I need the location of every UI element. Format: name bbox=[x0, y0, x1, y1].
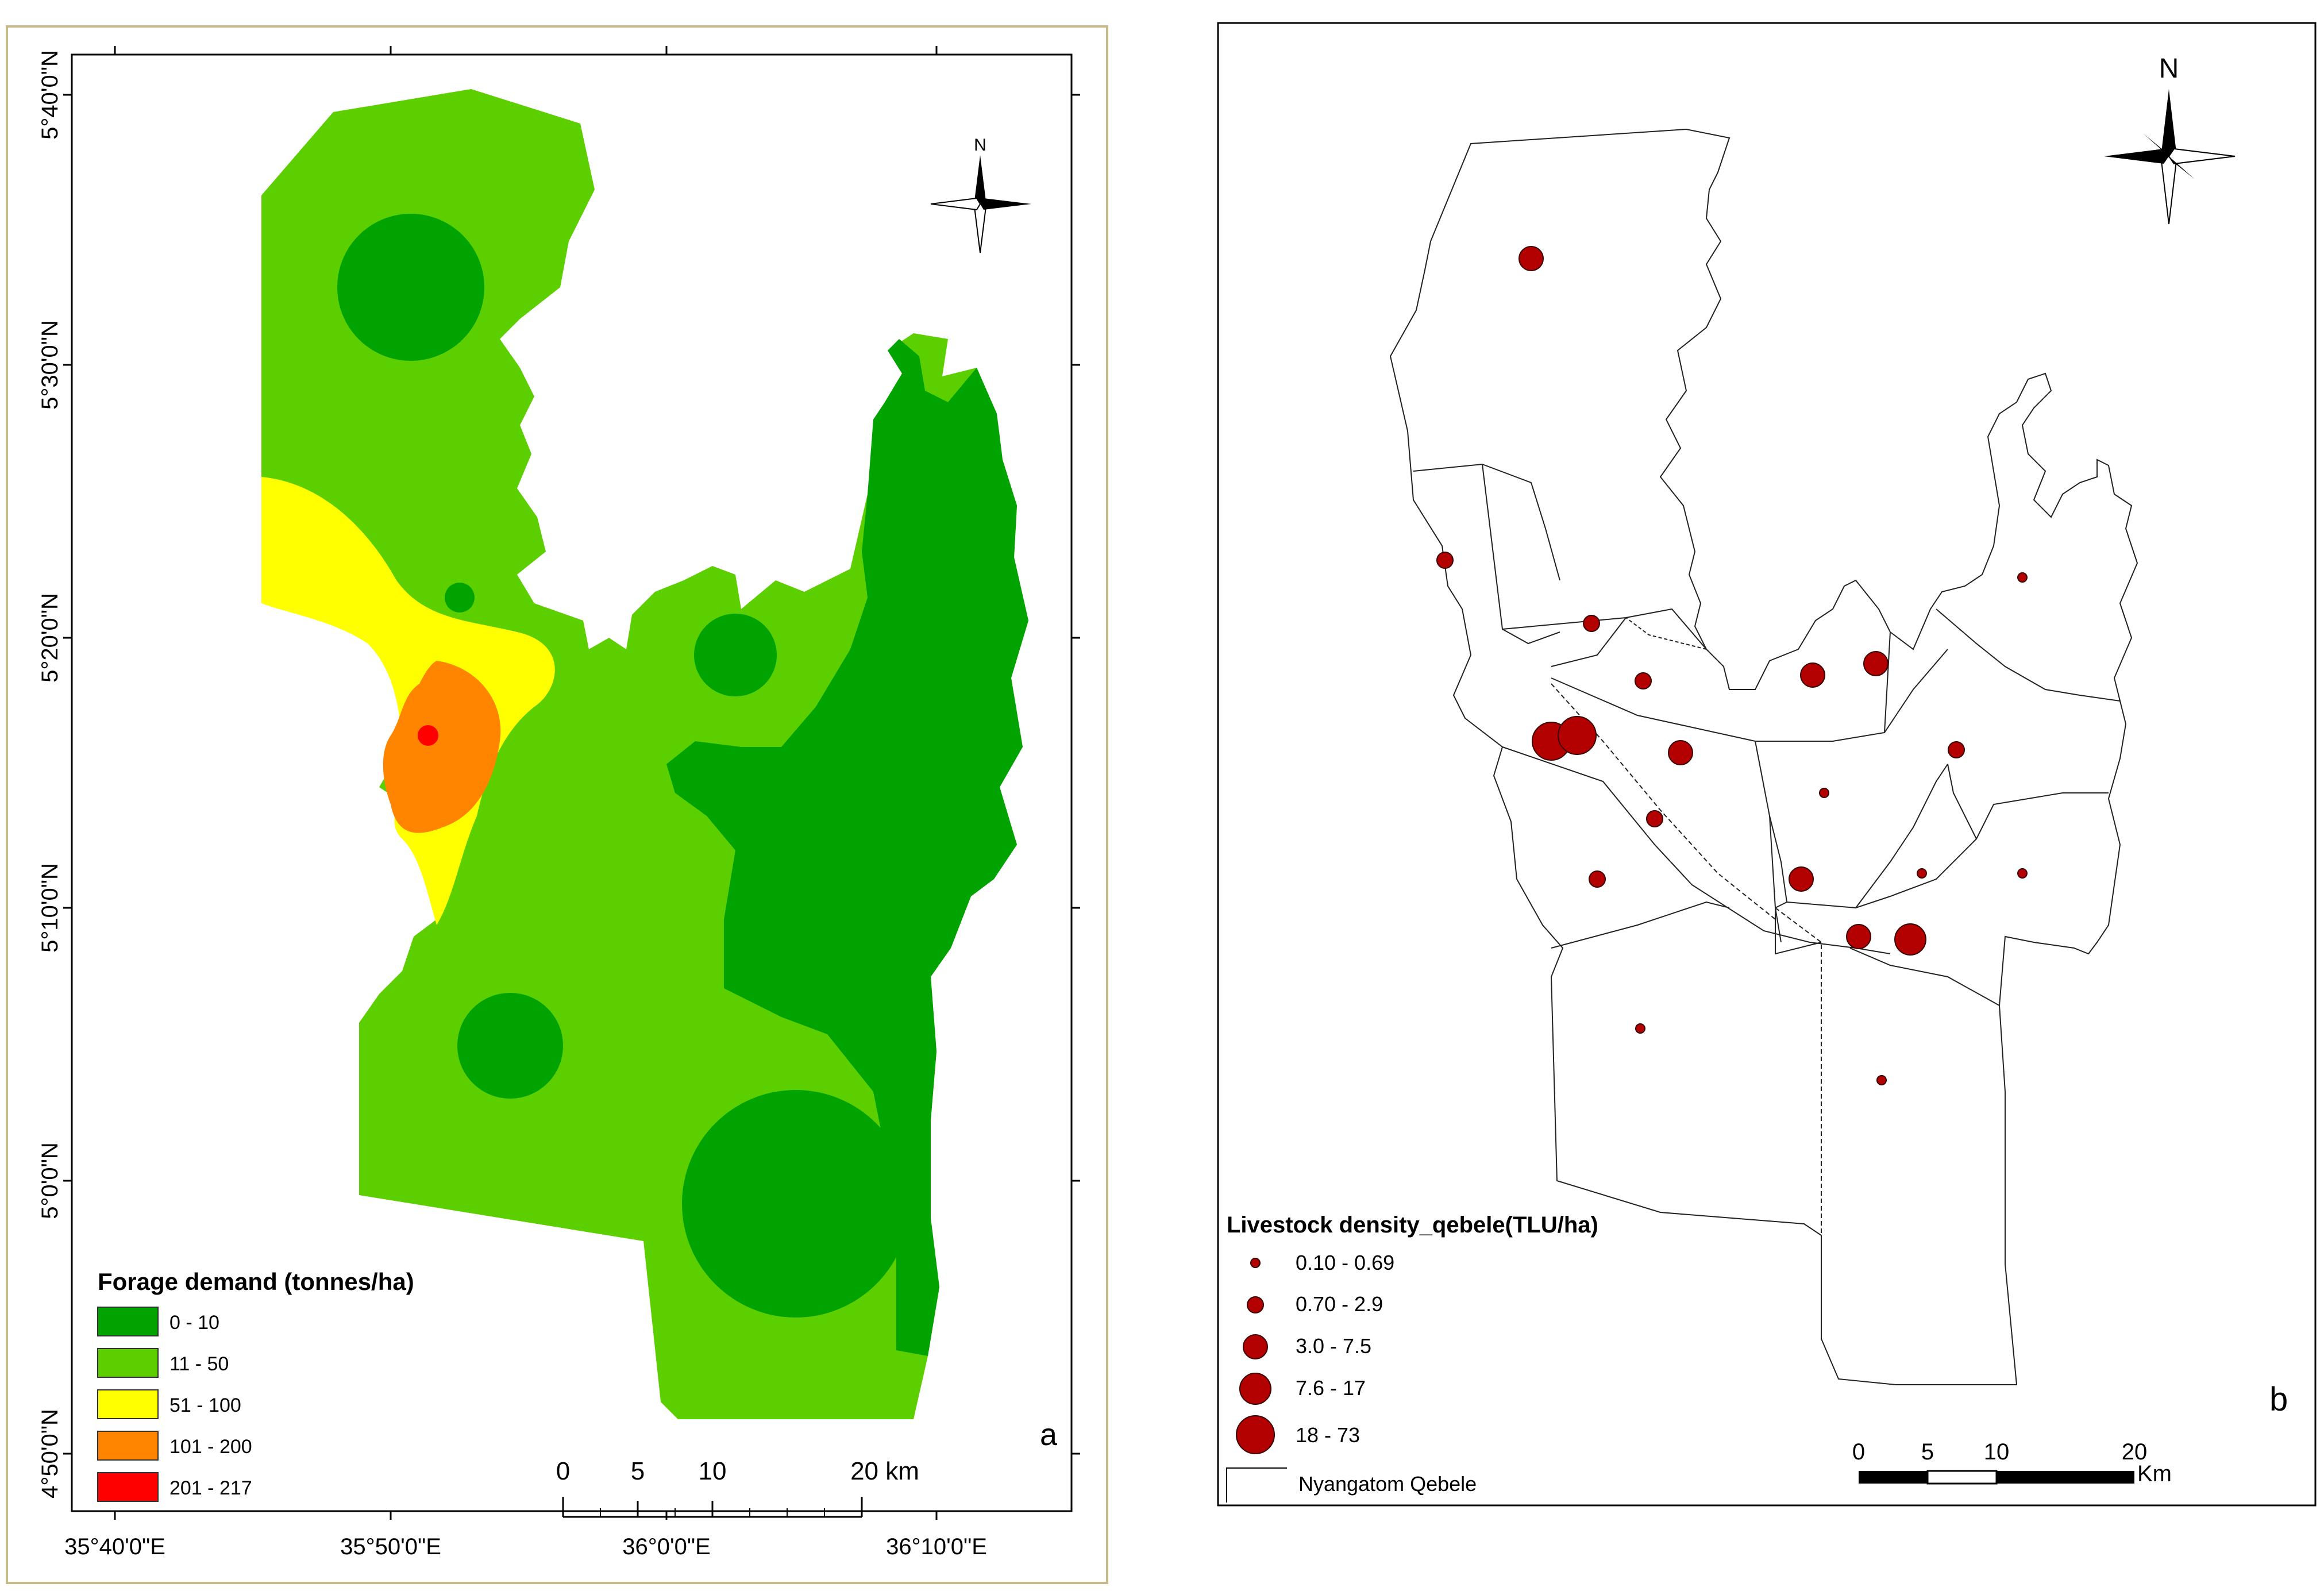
zone-0-10-east bbox=[666, 339, 1028, 1356]
scale-label: 0 bbox=[1852, 1439, 1865, 1465]
legend-label: 0.10 - 0.69 bbox=[1296, 1251, 1394, 1274]
livestock-density-map-panel: N Livestock density_qebele(TLU/ha) 0.10 … bbox=[1201, 0, 2324, 1591]
forage-demand-map: N Forage demand (tonnes/ha) 0 - 10 11 - … bbox=[6, 25, 1108, 1584]
livestock-point bbox=[2017, 868, 2028, 879]
lon-label: 36°0'0"E bbox=[622, 1534, 711, 1559]
livestock-point bbox=[2017, 572, 2028, 583]
scale-label: 20 km bbox=[850, 1457, 919, 1485]
livestock-points bbox=[1436, 246, 2028, 1085]
lon-label: 36°10'0"E bbox=[886, 1534, 987, 1559]
scale-label: 0 bbox=[556, 1457, 570, 1485]
legend-symbol bbox=[1250, 1258, 1261, 1268]
lon-label: 35°50'0"E bbox=[340, 1534, 441, 1559]
livestock-point bbox=[1635, 672, 1652, 689]
livestock-point bbox=[1589, 870, 1606, 888]
density-legend: Livestock density_qebele(TLU/ha) 0.10 - … bbox=[1226, 1212, 1598, 1503]
scale-label: 10 bbox=[1984, 1439, 2010, 1465]
legend-symbol bbox=[1239, 1373, 1271, 1405]
livestock-point bbox=[1668, 740, 1693, 765]
latitude-labels: 5°40'0"N 5°30'0"N 5°20'0"N 5°10'0"N 5°0'… bbox=[37, 50, 63, 1498]
legend-boundary-symbol bbox=[1226, 1467, 1287, 1503]
forage-demand-map-panel: N Forage demand (tonnes/ha) 0 - 10 11 - … bbox=[0, 0, 1115, 1591]
scale-label: 10 bbox=[699, 1457, 727, 1485]
livestock-point bbox=[1646, 810, 1663, 827]
north-label: N bbox=[2159, 53, 2179, 84]
legend-symbol bbox=[1247, 1296, 1264, 1313]
scale-unit: Km bbox=[2137, 1461, 2172, 1486]
livestock-density-map: N Livestock density_qebele(TLU/ha) 0.10 … bbox=[1217, 22, 2317, 1507]
legend-label: 7.6 - 17 bbox=[1296, 1376, 1366, 1400]
longitude-labels: 35°40'0"E 35°50'0"E 36°0'0"E 36°10'0"E bbox=[64, 1534, 987, 1559]
livestock-point bbox=[1789, 866, 1814, 892]
legend-label: 3.0 - 7.5 bbox=[1296, 1334, 1371, 1358]
legend-swatch-11-50 bbox=[97, 1348, 159, 1378]
scale-label: 5 bbox=[631, 1457, 645, 1485]
legend-swatch-201-217 bbox=[97, 1472, 159, 1502]
livestock-point bbox=[1635, 1023, 1645, 1034]
lat-label: 5°10'0"N bbox=[37, 863, 63, 953]
zone-0-10-southwest bbox=[457, 993, 563, 1099]
legend-title: Livestock density_qebele(TLU/ha) bbox=[1227, 1212, 1598, 1238]
north-arrow: N bbox=[930, 136, 1031, 253]
livestock-point bbox=[1863, 651, 1889, 676]
livestock-point bbox=[1583, 615, 1600, 632]
zone-0-10-north bbox=[337, 214, 484, 361]
lat-label: 5°40'0"N bbox=[37, 50, 63, 140]
livestock-point bbox=[1819, 788, 1829, 798]
north-arrow: N bbox=[2104, 53, 2236, 225]
qebele-boundaries bbox=[1389, 128, 2138, 1385]
legend-label: 0.70 - 2.9 bbox=[1296, 1292, 1383, 1316]
livestock-point bbox=[1846, 924, 1871, 949]
legend-label: 18 - 73 bbox=[1296, 1423, 1360, 1447]
zone-201-217 bbox=[418, 725, 438, 746]
legend-label: 0 - 10 bbox=[169, 1312, 219, 1334]
legend-label: 101 - 200 bbox=[169, 1436, 252, 1458]
forage-legend: Forage demand (tonnes/ha) 0 - 10 11 - 50… bbox=[97, 1268, 414, 1502]
lon-label: 35°40'0"E bbox=[64, 1534, 165, 1559]
map-frame bbox=[1217, 22, 2317, 1507]
panel-letter-a: a bbox=[1040, 1417, 1058, 1452]
livestock-point bbox=[1518, 246, 1544, 271]
legend-swatch-51-100 bbox=[97, 1389, 159, 1419]
lat-label: 5°30'0"N bbox=[37, 320, 63, 410]
livestock-point bbox=[1800, 662, 1825, 688]
scale-bar: 0 5 10 20 km bbox=[556, 1457, 919, 1518]
legend-title: Forage demand (tonnes/ha) bbox=[98, 1268, 414, 1295]
legend-label: 51 - 100 bbox=[169, 1394, 241, 1416]
north-label: N bbox=[974, 136, 986, 155]
zone-0-10-south bbox=[682, 1090, 909, 1318]
legend-swatch-0-10 bbox=[97, 1307, 159, 1336]
legend-label: 11 - 50 bbox=[169, 1353, 229, 1375]
panel-letter-b: b bbox=[2269, 1381, 2288, 1418]
livestock-point bbox=[1948, 741, 1965, 758]
legend-symbols bbox=[1236, 1258, 1275, 1454]
study-area-11-50-zone bbox=[261, 89, 1028, 1419]
livestock-point bbox=[1558, 716, 1597, 755]
legend-label: 201 - 217 bbox=[169, 1477, 252, 1499]
livestock-point bbox=[1436, 552, 1454, 569]
scale-label: 5 bbox=[1921, 1439, 1934, 1465]
livestock-point bbox=[1917, 868, 1927, 879]
legend-swatch-101-200 bbox=[97, 1431, 159, 1461]
livestock-point bbox=[1876, 1075, 1887, 1085]
scale-label: 20 bbox=[2122, 1439, 2148, 1465]
zone-0-10-mid bbox=[694, 614, 777, 696]
livestock-point bbox=[1894, 923, 1926, 956]
zone-0-10-small bbox=[445, 583, 475, 612]
legend-symbol bbox=[1243, 1334, 1268, 1359]
legend-boundary-label: Nyangatom Qebele bbox=[1298, 1472, 1477, 1496]
scale-bar: 0 5 10 20 Km bbox=[1852, 1439, 2172, 1486]
zone-101-200 bbox=[383, 661, 501, 833]
graticule-ticks bbox=[63, 46, 1080, 1520]
lat-label: 5°0'0"N bbox=[37, 1142, 63, 1219]
lat-label: 5°20'0"N bbox=[37, 593, 63, 683]
legend-symbol bbox=[1236, 1415, 1275, 1454]
lat-label: 4°50'0"N bbox=[37, 1409, 63, 1498]
